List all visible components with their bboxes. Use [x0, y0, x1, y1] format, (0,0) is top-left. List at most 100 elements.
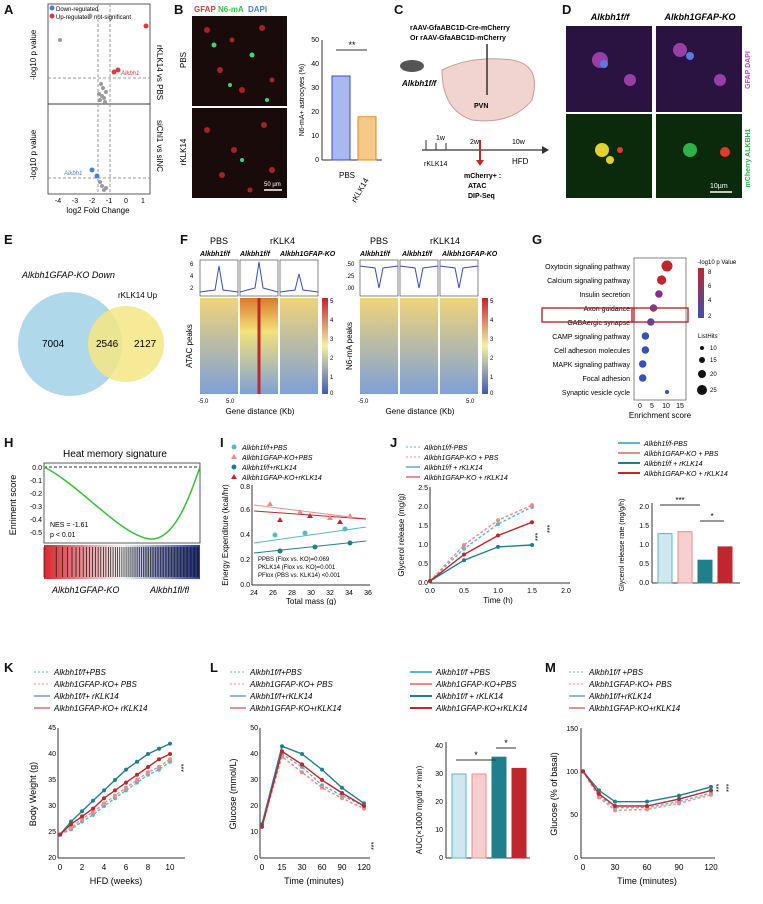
- svg-text:*: *: [504, 738, 508, 748]
- svg-text:rKLK14 Up: rKLK14 Up: [118, 291, 158, 300]
- panel-e: E Alkbh1GFAP-KO Down rKLK14 Up 7004 2546…: [0, 222, 180, 422]
- svg-text:30: 30: [307, 590, 315, 597]
- svg-text:0: 0: [638, 403, 642, 410]
- svg-text:2.0: 2.0: [418, 504, 428, 511]
- svg-text:2: 2: [330, 356, 334, 362]
- svg-text:Total mass (g): Total mass (g): [286, 597, 337, 605]
- svg-text:Alkbh1f/f+rKLK14: Alkbh1f/f+rKLK14: [249, 692, 313, 701]
- svg-text:Alkbh1f/f-PBS: Alkbh1f/f-PBS: [643, 441, 688, 448]
- series-point: [340, 791, 344, 795]
- pathway-label: Cell adhesion molecules: [554, 348, 630, 355]
- series-line: [261, 745, 365, 825]
- series-point: [102, 801, 106, 806]
- svg-text:-5.0: -5.0: [198, 399, 209, 405]
- svg-text:DIP-Seq: DIP-Seq: [468, 193, 495, 200]
- svg-text:-0.5: -0.5: [30, 530, 42, 537]
- svg-text:15: 15: [278, 863, 287, 872]
- svg-text:90: 90: [675, 863, 684, 872]
- pathway-label: Axon guidance: [584, 306, 630, 313]
- series-point: [135, 778, 139, 782]
- svg-text:2.0: 2.0: [561, 588, 571, 595]
- panel-label-i: I: [220, 435, 224, 450]
- svg-text:rAAV-GfaABC1D-Cre-mCherry: rAAV-GfaABC1D-Cre-mCherry: [410, 25, 510, 32]
- svg-text:0.8: 0.8: [240, 484, 250, 491]
- svg-text:25: 25: [710, 388, 717, 394]
- glycerol-rate-bar: [677, 531, 693, 584]
- svg-text:Alkbh1f/f+PBS: Alkbh1f/f+PBS: [53, 668, 106, 677]
- pathway-label: CAMP signaling pathway: [552, 334, 630, 341]
- svg-text:-2: -2: [89, 198, 95, 205]
- series-point: [597, 791, 601, 796]
- pathway-label: GABAergic synapse: [567, 320, 630, 327]
- gene-label-top: Alkbh1: [120, 71, 139, 77]
- svg-text:3: 3: [330, 337, 334, 343]
- svg-text:ATAC: ATAC: [468, 183, 486, 190]
- series-point: [496, 522, 500, 527]
- panel-label-a: A: [4, 2, 14, 17]
- series-point: [168, 752, 172, 756]
- pathway-label: Synaptic vesicle cycle: [562, 390, 630, 397]
- venn-right: [88, 306, 164, 382]
- svg-text:34: 34: [345, 590, 353, 597]
- auc-bar: [471, 773, 487, 859]
- svg-text:mCherry+ :: mCherry+ :: [464, 173, 501, 180]
- svg-text:0.5: 0.5: [418, 561, 428, 568]
- svg-text:4: 4: [190, 274, 194, 280]
- svg-text:40: 40: [311, 61, 319, 68]
- pathway-label: Insulin secretion: [579, 292, 630, 299]
- svg-text:N6-mA: N6-mA: [218, 5, 244, 14]
- svg-text:-5.0: -5.0: [358, 399, 369, 405]
- series-point: [146, 770, 150, 775]
- svg-text:10: 10: [166, 863, 175, 872]
- svg-text:Alkbh1f/f + rKLK14: Alkbh1f/f + rKLK14: [435, 692, 503, 701]
- pathway-label: Oxytocin signaling pathway: [545, 264, 630, 271]
- svg-text:1: 1: [141, 198, 145, 205]
- series-line: [582, 770, 712, 812]
- svg-text:4: 4: [490, 318, 494, 324]
- volcano-plot: Down-regulated Up-regulated not-signific…: [29, 3, 164, 215]
- panel-b: B GFAP N6-mA DAPI PBS rKLK14 50 µm 0 10 2…: [172, 0, 390, 215]
- svg-text:8: 8: [146, 863, 151, 872]
- svg-text:Alkbh1GFAP-KO+rKLK14: Alkbh1GFAP-KO+rKLK14: [588, 704, 681, 713]
- series-point: [462, 543, 466, 547]
- enrichment-curve: [43, 466, 201, 540]
- svg-text:1.5: 1.5: [527, 588, 537, 595]
- svg-text:Alkbh1f/f + rKLK14: Alkbh1f/f + rKLK14: [643, 461, 703, 468]
- svg-text:Alkbh1f/f +PBS: Alkbh1f/f +PBS: [588, 668, 644, 677]
- series-point: [362, 804, 366, 808]
- svg-text:Heat memory signature: Heat memory signature: [63, 449, 167, 460]
- svg-text:120: 120: [704, 863, 718, 872]
- title-top: rKLK14 vs PBS: [155, 45, 164, 100]
- svg-text:10: 10: [435, 827, 443, 834]
- series-point: [113, 788, 117, 793]
- svg-text:0.0: 0.0: [32, 465, 42, 472]
- series-point: [80, 809, 84, 814]
- panel-label-h: H: [4, 435, 14, 450]
- series-point: [496, 533, 500, 538]
- svg-text:Time (minutes): Time (minutes): [617, 876, 677, 886]
- svg-text:GFAP DAPI: GFAP DAPI: [745, 51, 752, 89]
- svg-text:Alkbh1GFAP-KO+rKLK14: Alkbh1GFAP-KO+rKLK14: [435, 704, 528, 713]
- svg-text:Gene distance (Kb): Gene distance (Kb): [386, 407, 455, 416]
- svg-text:mCherry ALKBH1: mCherry ALKBH1: [745, 128, 752, 187]
- glycerol-rate-bar: [697, 559, 713, 584]
- svg-text:PVN: PVN: [474, 103, 488, 110]
- svg-text:-3: -3: [72, 198, 78, 205]
- svg-text:32: 32: [326, 590, 334, 597]
- svg-text:PBS: PBS: [210, 236, 228, 246]
- svg-text:10: 10: [311, 133, 319, 140]
- pathway-label: MAPK signaling pathway: [553, 362, 631, 369]
- panel-d: D Alkbh1f/f Alkbh1GFAP-KO GFAP DAPI mChe…: [560, 0, 763, 215]
- svg-text:0.0: 0.0: [418, 580, 428, 587]
- svg-text:100: 100: [566, 769, 578, 776]
- svg-text:Glycerol release (mg/g): Glycerol release (mg/g): [397, 493, 406, 576]
- legend-up: Up-regulated: [56, 15, 91, 21]
- svg-text:Alkbh1f/f+PBS: Alkbh1f/f+PBS: [241, 445, 288, 452]
- series-point: [581, 769, 585, 774]
- pathway-dot: [638, 360, 647, 368]
- svg-text:PPBS (Flox vs. KO)=0.069: PPBS (Flox vs. KO)=0.069: [258, 557, 330, 563]
- svg-text:Time (minutes): Time (minutes): [284, 876, 344, 886]
- panel-m: M Alkbh1f/f +PBS Alkbh1GFAP-KO+ PBS Alkb…: [545, 660, 763, 899]
- svg-text:50: 50: [311, 37, 319, 44]
- panel-i: I Alkbh1f/f+PBS Alkbh1GFAP-KO+PBS Alkbh1…: [220, 435, 385, 606]
